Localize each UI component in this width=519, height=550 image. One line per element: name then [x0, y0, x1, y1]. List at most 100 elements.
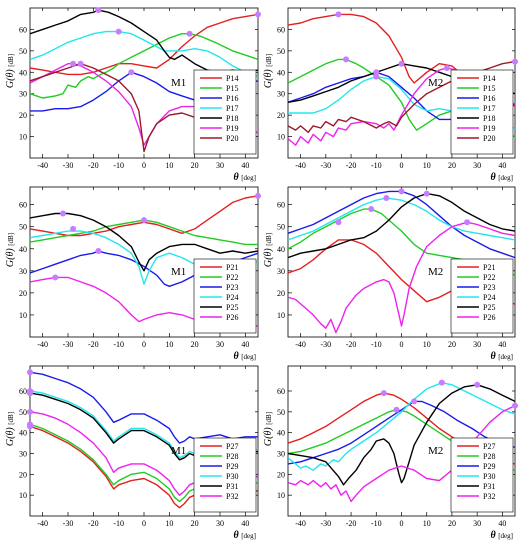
- legend-label: P14: [226, 74, 238, 83]
- legend-label: P19: [483, 124, 495, 133]
- peak-marker-p14: [255, 11, 261, 18]
- x-tick-label: -20: [88, 161, 99, 170]
- peak-marker-p29: [27, 369, 33, 376]
- y-tick-label: 30: [19, 267, 27, 276]
- legend-label: P20: [226, 134, 238, 143]
- series-line-p18: [30, 9, 258, 73]
- series-line-p25: [288, 192, 515, 259]
- series-line-p29: [30, 371, 258, 444]
- chart-panel-6: -40 -30 -20 -10 0 10 20 30 40 10 20 30 40 50 60 G(θ) [d…: [263, 365, 518, 541]
- y-tick-label: 30: [19, 450, 27, 459]
- series-line-p14: [30, 13, 258, 76]
- peak-marker-p25: [423, 190, 430, 197]
- panel-label: M2: [428, 445, 443, 457]
- y-tick-label: 10: [277, 491, 285, 500]
- legend-label: P23: [483, 283, 495, 292]
- x-tick-label: -40: [37, 340, 48, 349]
- y-tick-label: 50: [19, 408, 27, 417]
- y-tick-label: 60: [19, 387, 27, 396]
- y-tick-label: 30: [277, 450, 285, 459]
- legend-label: P26: [483, 313, 495, 322]
- x-axis-title: θ [deg]: [234, 172, 256, 183]
- legend-label: P16: [226, 94, 238, 103]
- x-tick-label: 30: [473, 161, 481, 170]
- legend-label: P17: [226, 104, 238, 113]
- series-line-p30: [288, 382, 515, 471]
- y-tick-label: 50: [277, 408, 285, 417]
- x-tick-label: -30: [63, 161, 74, 170]
- legend-label: P31: [226, 482, 238, 491]
- legend-box: [450, 69, 514, 155]
- x-tick-label: -20: [346, 161, 357, 170]
- x-tick-label: -40: [295, 519, 306, 528]
- legend-label: P22: [483, 273, 495, 282]
- y-tick-label: 60: [19, 201, 27, 210]
- legend-label: P30: [226, 472, 238, 481]
- peak-marker-p17: [115, 28, 122, 35]
- legend-label: P29: [483, 462, 495, 471]
- x-axis-label: θ: [491, 351, 499, 362]
- peak-marker-p28: [27, 421, 33, 428]
- y-axis-title: G(θ) [dB]: [5, 233, 16, 267]
- legend-box: [193, 69, 257, 155]
- y-axis-label: G(θ): [5, 67, 16, 88]
- x-tick-label: 40: [498, 519, 506, 528]
- peak-marker-p19: [443, 65, 450, 71]
- legend-label: P18: [226, 114, 238, 123]
- chart-panel-5: -40 -30 -20 -10 0 10 20 30 40 10 20 30 40 50 60 G(θ) [d…: [5, 365, 259, 541]
- peak-marker-p17: [373, 73, 380, 80]
- x-axis-unit: [deg]: [498, 353, 513, 361]
- x-tick-label: -10: [371, 519, 382, 528]
- peak-marker-p23: [398, 188, 405, 195]
- y-tick-label: 20: [277, 289, 285, 298]
- y-tick-label: 10: [19, 311, 27, 320]
- x-tick-label: 40: [241, 340, 249, 349]
- legend-label: P15: [226, 84, 238, 93]
- y-tick-label: 40: [19, 245, 27, 254]
- panel-label: M1: [171, 77, 186, 89]
- y-axis-unit: [dB]: [7, 233, 15, 246]
- y-tick-label: 20: [19, 289, 27, 298]
- y-tick-label: 10: [19, 491, 27, 500]
- legend-label: P27: [483, 442, 495, 451]
- y-tick-label: 30: [19, 90, 27, 99]
- y-axis-label: G(θ): [263, 67, 274, 88]
- x-tick-label: -10: [113, 161, 124, 170]
- x-tick-label: 20: [191, 161, 199, 170]
- x-tick-label: 40: [498, 161, 506, 170]
- series-line-p17: [30, 30, 258, 78]
- peak-marker-p22: [368, 206, 375, 213]
- y-tick-label: 20: [277, 470, 285, 479]
- x-axis-label: θ: [234, 530, 242, 541]
- legend-label: P29: [226, 462, 238, 471]
- panel-label: M2: [428, 77, 443, 89]
- legend-label: P21: [483, 263, 495, 272]
- series-line-p29: [288, 400, 515, 465]
- x-tick-label: 10: [423, 519, 431, 528]
- y-tick-label: 50: [19, 223, 27, 232]
- x-tick-label: -30: [320, 519, 331, 528]
- peak-marker-p28: [393, 406, 400, 413]
- y-tick-label: 10: [277, 311, 285, 320]
- peak-marker-p30: [438, 379, 445, 386]
- x-axis-unit: [deg]: [241, 174, 256, 182]
- x-tick-label: -20: [88, 340, 99, 349]
- legend-label: P20: [483, 134, 495, 143]
- x-tick-label: -30: [320, 161, 331, 170]
- peak-marker-p22: [141, 217, 147, 224]
- y-tick-label: 50: [19, 47, 27, 56]
- legend-label: P22: [226, 273, 238, 282]
- series-line-p23: [288, 190, 515, 259]
- x-tick-label: -40: [295, 161, 306, 170]
- x-tick-label: -40: [37, 161, 48, 170]
- x-tick-label: 30: [216, 161, 224, 170]
- legend-box: [450, 258, 514, 334]
- legend-label: P17: [483, 104, 495, 113]
- x-tick-label: 10: [423, 161, 431, 170]
- peak-marker-p23: [95, 247, 102, 254]
- y-tick-label: 30: [277, 267, 285, 276]
- x-tick-label: -40: [37, 519, 48, 528]
